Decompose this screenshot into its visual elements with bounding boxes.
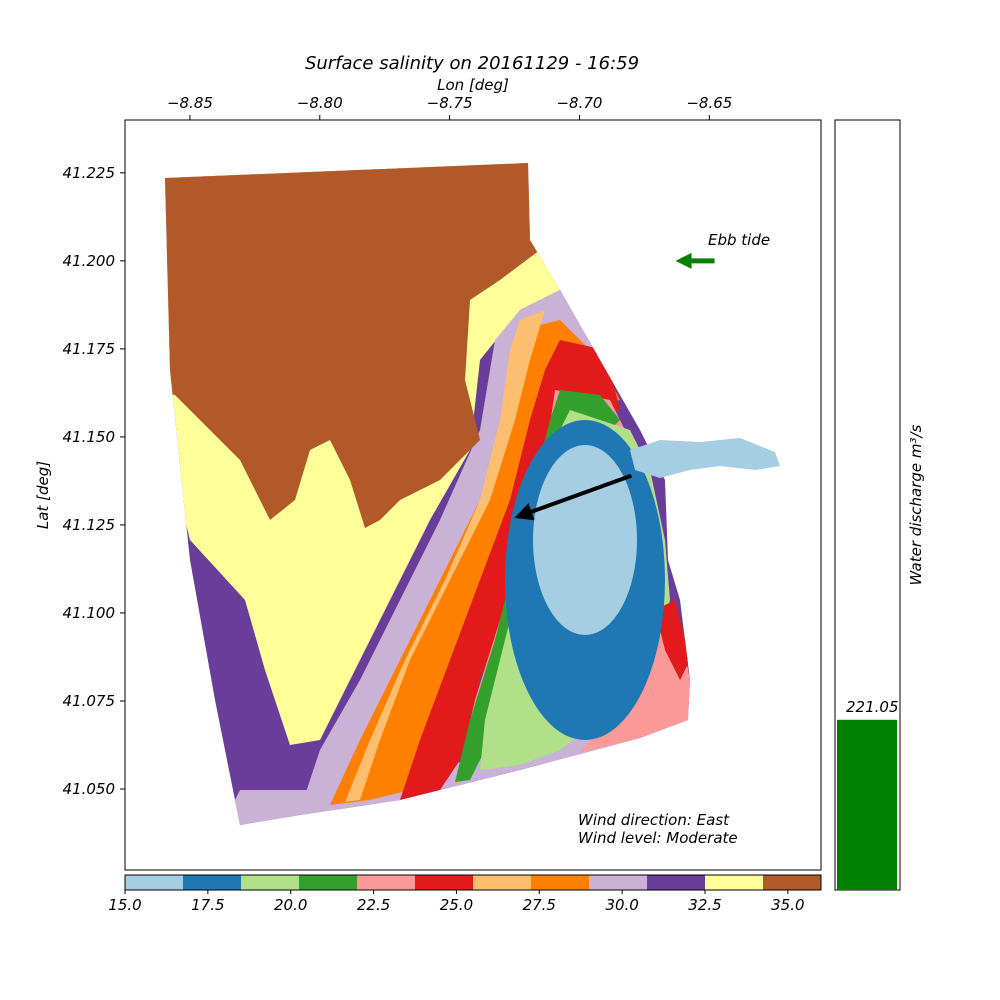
colorbar-segment bbox=[705, 875, 764, 890]
wind-direction-label: Wind direction: East bbox=[578, 811, 730, 829]
colorbar-segment bbox=[357, 875, 416, 890]
wind-arrow bbox=[514, 473, 633, 521]
x-tick-label: −8.80 bbox=[297, 94, 343, 112]
colorbar-ticks: 15.0 17.5 20.0 22.5 25.0 27.5 30.0 32.5 35.0 bbox=[108, 890, 805, 914]
y-tick-label: 41.125 bbox=[63, 516, 116, 534]
river-plume bbox=[630, 438, 780, 478]
y-axis-label: Lat [deg] bbox=[34, 461, 52, 529]
band-light-blue-core bbox=[533, 445, 637, 635]
colorbar-tick-label: 35.0 bbox=[771, 896, 804, 914]
x-tick-label: −8.65 bbox=[686, 94, 732, 112]
colorbar-tick-label: 25.0 bbox=[440, 896, 473, 914]
colorbar-tick-label: 27.5 bbox=[523, 896, 556, 914]
band-red-southeast bbox=[655, 600, 690, 680]
colorbar-tick-label: 22.5 bbox=[357, 896, 390, 914]
tide-arrow bbox=[675, 252, 715, 269]
colorbar-segment bbox=[647, 875, 706, 890]
y-tick-label: 41.075 bbox=[63, 692, 116, 710]
y-tick-label: 41.225 bbox=[63, 164, 116, 182]
colorbar-segment bbox=[763, 875, 822, 890]
band-brown bbox=[165, 163, 560, 528]
wind-level-label: Wind level: Moderate bbox=[578, 829, 738, 847]
y-tick-label: 41.175 bbox=[63, 340, 116, 358]
colorbar-segment bbox=[473, 875, 532, 890]
colorbar-segment bbox=[531, 875, 590, 890]
x-tick-label: −8.75 bbox=[427, 94, 473, 112]
colorbar-segment bbox=[415, 875, 474, 890]
colorbar-segment bbox=[299, 875, 358, 890]
colorbar-segment bbox=[589, 875, 648, 890]
x-axis-ticks: −8.85 −8.80 −8.75 −8.70 −8.65 bbox=[167, 94, 732, 120]
chart-title: Surface salinity on 20161129 - 16:59 bbox=[305, 53, 639, 74]
band-lavender-south bbox=[200, 700, 690, 825]
discharge-bar bbox=[837, 719, 897, 890]
colorbar-frame bbox=[124, 874, 822, 891]
y-tick-label: 41.100 bbox=[63, 604, 116, 622]
colorbar-tick-label: 15.0 bbox=[108, 896, 141, 914]
salinity-colorbar bbox=[125, 875, 822, 890]
x-tick-label: −8.85 bbox=[167, 94, 213, 112]
tide-label: Ebb tide bbox=[708, 231, 770, 249]
colorbar-tick-label: 30.0 bbox=[605, 896, 638, 914]
band-light-orange bbox=[345, 310, 545, 802]
x-tick-label: −8.70 bbox=[556, 94, 602, 112]
colorbar-tick-label: 32.5 bbox=[688, 896, 721, 914]
y-tick-label: 41.150 bbox=[63, 428, 116, 446]
discharge-value: 221.05 bbox=[846, 698, 899, 716]
salinity-field bbox=[165, 163, 690, 825]
y-tick-label: 41.200 bbox=[63, 252, 116, 270]
x-axis-label: Lon [deg] bbox=[437, 76, 509, 94]
colorbar-segment bbox=[241, 875, 300, 890]
y-tick-label: 41.050 bbox=[63, 780, 116, 798]
colorbar-segment bbox=[125, 875, 184, 890]
colorbar-tick-label: 20.0 bbox=[274, 896, 307, 914]
y-axis-ticks: 41.050 41.075 41.100 41.125 41.150 41.175 41.2… bbox=[63, 164, 125, 798]
discharge-label: Water discharge m³/s bbox=[907, 424, 925, 585]
colorbar-segment bbox=[183, 875, 242, 890]
colorbar-tick-label: 17.5 bbox=[191, 896, 224, 914]
